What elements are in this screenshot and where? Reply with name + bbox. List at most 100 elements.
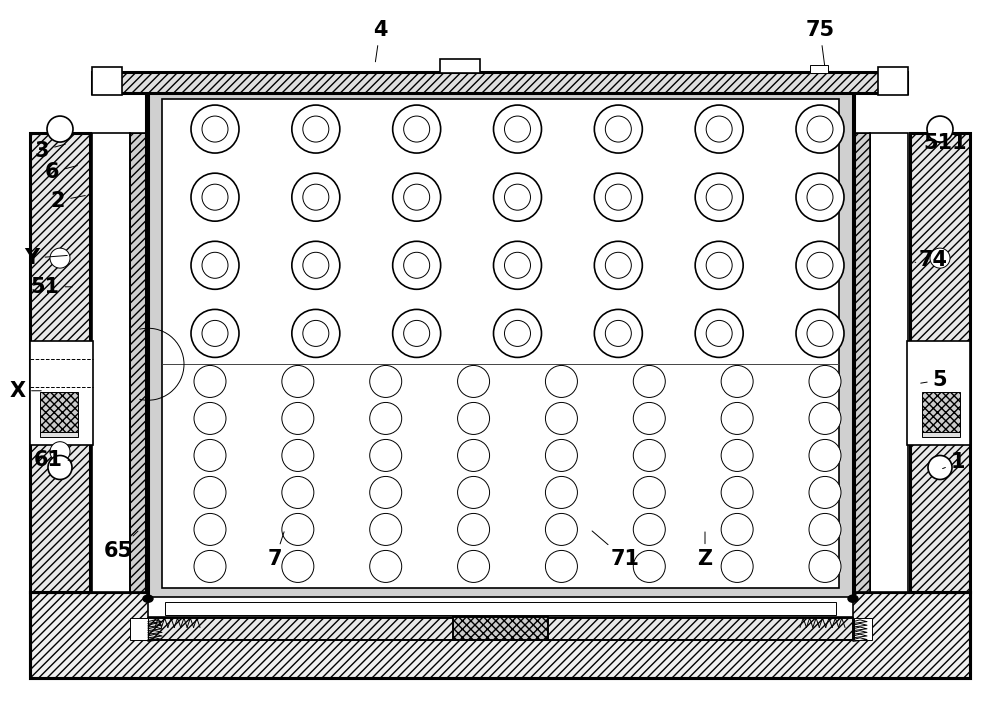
Text: 6: 6: [45, 162, 77, 182]
Ellipse shape: [927, 116, 953, 142]
Text: X: X: [10, 381, 41, 401]
Ellipse shape: [458, 513, 490, 546]
Text: 2: 2: [51, 191, 85, 211]
Ellipse shape: [721, 513, 753, 546]
Bar: [162, 99, 839, 588]
Bar: [440, 59, 480, 73]
Bar: [870, 133, 908, 592]
Ellipse shape: [404, 320, 430, 346]
Text: 4: 4: [373, 20, 387, 62]
Ellipse shape: [194, 476, 226, 508]
Ellipse shape: [202, 252, 228, 278]
Ellipse shape: [721, 366, 753, 397]
Bar: [910, 133, 970, 592]
Bar: [30, 592, 970, 678]
Ellipse shape: [594, 242, 642, 289]
Ellipse shape: [194, 440, 226, 472]
Ellipse shape: [202, 184, 228, 210]
Ellipse shape: [404, 184, 430, 210]
Ellipse shape: [50, 248, 70, 268]
Ellipse shape: [458, 551, 490, 582]
Ellipse shape: [370, 513, 402, 546]
Text: 71: 71: [592, 531, 640, 569]
Ellipse shape: [282, 513, 314, 546]
Bar: [130, 133, 146, 592]
Ellipse shape: [796, 310, 844, 357]
Ellipse shape: [721, 476, 753, 508]
Text: Z: Z: [697, 532, 713, 569]
Ellipse shape: [191, 310, 239, 357]
Ellipse shape: [194, 366, 226, 397]
Ellipse shape: [928, 455, 952, 480]
Bar: [148, 618, 853, 640]
Ellipse shape: [494, 174, 542, 221]
Bar: [40, 432, 78, 437]
Ellipse shape: [633, 551, 665, 582]
Ellipse shape: [545, 476, 577, 508]
Text: 65: 65: [103, 531, 138, 561]
Bar: [92, 72, 907, 93]
Ellipse shape: [458, 402, 490, 435]
Bar: [92, 72, 907, 93]
Ellipse shape: [505, 252, 530, 278]
Ellipse shape: [706, 116, 732, 142]
Ellipse shape: [633, 440, 665, 472]
Ellipse shape: [393, 242, 441, 289]
Bar: [148, 90, 853, 599]
Ellipse shape: [807, 116, 833, 142]
Text: 5: 5: [921, 370, 947, 390]
Text: 74: 74: [915, 250, 948, 270]
Bar: [453, 617, 548, 640]
Text: 75: 75: [805, 20, 835, 65]
Ellipse shape: [282, 476, 314, 508]
Ellipse shape: [633, 402, 665, 435]
Bar: [148, 597, 853, 617]
Ellipse shape: [393, 174, 441, 221]
Ellipse shape: [292, 174, 340, 221]
Ellipse shape: [605, 184, 631, 210]
Ellipse shape: [458, 440, 490, 472]
Ellipse shape: [809, 402, 841, 435]
Ellipse shape: [194, 551, 226, 582]
Ellipse shape: [721, 402, 753, 435]
Text: Y: Y: [24, 248, 67, 268]
Ellipse shape: [796, 174, 844, 221]
Ellipse shape: [505, 184, 530, 210]
Ellipse shape: [545, 513, 577, 546]
Ellipse shape: [633, 513, 665, 546]
Ellipse shape: [393, 105, 441, 153]
Ellipse shape: [594, 310, 642, 357]
Ellipse shape: [282, 402, 314, 435]
Ellipse shape: [458, 476, 490, 508]
Ellipse shape: [706, 320, 732, 346]
Ellipse shape: [721, 440, 753, 472]
Bar: [30, 133, 90, 592]
Bar: [92, 133, 130, 592]
Ellipse shape: [370, 402, 402, 435]
Ellipse shape: [594, 174, 642, 221]
Ellipse shape: [292, 310, 340, 357]
Bar: [854, 618, 872, 640]
Ellipse shape: [695, 105, 743, 153]
Bar: [854, 133, 870, 592]
Bar: [910, 133, 970, 592]
Ellipse shape: [605, 252, 631, 278]
Ellipse shape: [48, 455, 72, 480]
Ellipse shape: [605, 320, 631, 346]
Ellipse shape: [303, 252, 329, 278]
Ellipse shape: [282, 366, 314, 397]
Ellipse shape: [706, 252, 732, 278]
Ellipse shape: [809, 551, 841, 582]
Bar: [30, 592, 970, 678]
Ellipse shape: [194, 402, 226, 435]
Text: 511: 511: [923, 133, 967, 153]
Ellipse shape: [292, 105, 340, 153]
Ellipse shape: [545, 402, 577, 435]
Ellipse shape: [370, 440, 402, 472]
Ellipse shape: [191, 174, 239, 221]
Ellipse shape: [809, 440, 841, 472]
Ellipse shape: [194, 513, 226, 546]
Ellipse shape: [695, 310, 743, 357]
Text: 3: 3: [35, 141, 65, 161]
Ellipse shape: [545, 551, 577, 582]
